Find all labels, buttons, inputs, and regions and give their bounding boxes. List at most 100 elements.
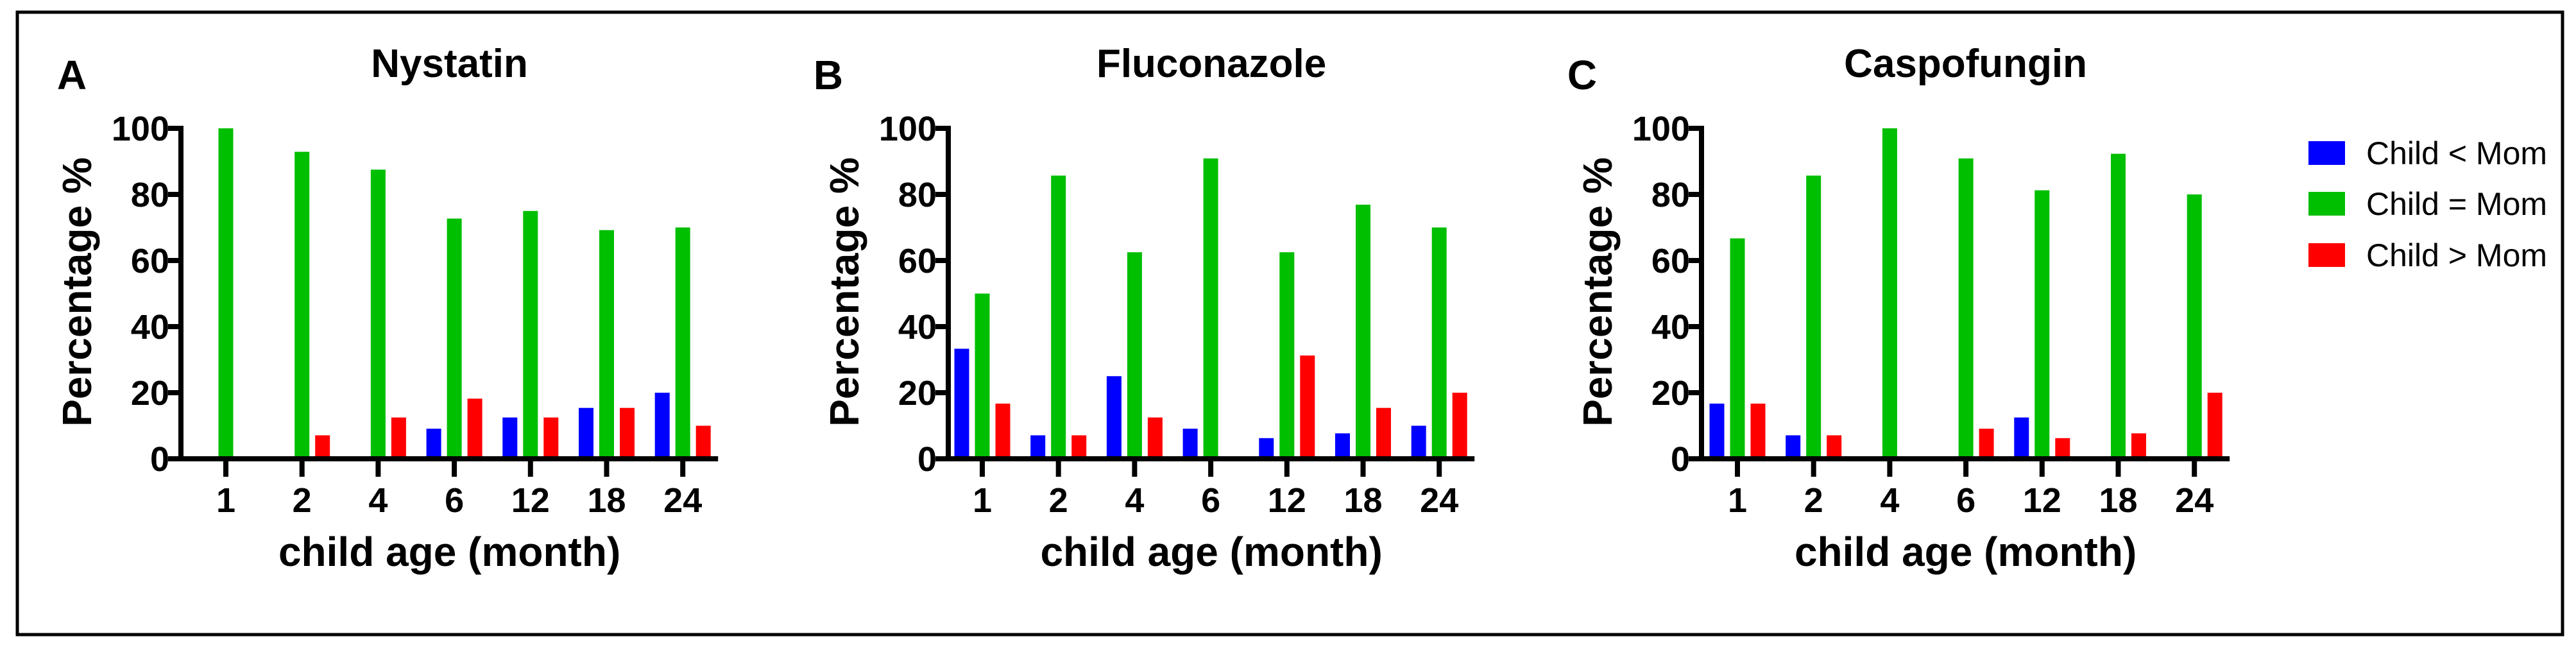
y-tick-label: 60: [131, 242, 169, 280]
bar-child-gt-mom-18: [620, 407, 635, 459]
x-tick-label: 12: [511, 481, 550, 520]
x-axis-label: child age (month): [278, 529, 620, 575]
bar-child-eq-mom-18: [599, 230, 614, 459]
bar-child-eq-mom-2: [1051, 175, 1066, 459]
bar-child-gt-mom-2: [1071, 435, 1087, 459]
chart-title: Nystatin: [371, 42, 528, 86]
bar-child-eq-mom-12: [1279, 252, 1295, 459]
x-tick-label: 24: [1420, 481, 1458, 520]
y-tick-label: 60: [898, 242, 937, 280]
bar-child-eq-mom-18: [1356, 204, 1370, 459]
x-tick-label: 4: [368, 481, 388, 520]
chart-title: Caspofungin: [1844, 42, 2087, 86]
y-tick-label: 100: [1632, 110, 1690, 148]
chart-title: Fluconazole: [1096, 42, 1326, 86]
bar-child-gt-mom-6: [467, 398, 482, 459]
bar-child-lt-mom-12: [502, 417, 518, 459]
bar-child-gt-mom-12: [2055, 438, 2070, 459]
bar-child-eq-mom-18: [2111, 153, 2126, 459]
bar-child-lt-mom-18: [1335, 433, 1350, 459]
bar-child-lt-mom-6: [426, 429, 441, 459]
bar-child-gt-mom-1: [1750, 403, 1766, 459]
bar-child-lt-mom-24: [654, 393, 670, 459]
bar-child-eq-mom-4: [370, 169, 386, 459]
y-tick-label: 40: [898, 308, 937, 346]
bar-child-eq-mom-24: [675, 227, 690, 459]
x-tick-label: 4: [1880, 481, 1899, 520]
bar-child-eq-mom-6: [447, 218, 462, 459]
y-tick-label: 0: [150, 440, 169, 479]
x-tick-label: 1: [973, 481, 992, 520]
bar-child-eq-mom-2: [1806, 175, 1821, 459]
bar-child-gt-mom-12: [543, 417, 559, 459]
bar-child-gt-mom-4: [391, 417, 406, 459]
y-tick-label: 60: [1651, 242, 1690, 280]
bar-child-eq-mom-12: [2034, 190, 2050, 459]
y-tick-label: 80: [131, 176, 169, 214]
bar-child-eq-mom-1: [218, 128, 234, 459]
y-axis-label: Percentage %: [821, 157, 867, 427]
y-tick-label: 40: [1651, 308, 1690, 346]
bar-child-lt-mom-12: [2014, 417, 2029, 459]
legend-label-child-eq-mom: Child = Mom: [2366, 186, 2547, 222]
bar-child-eq-mom-6: [1203, 158, 1218, 459]
y-tick-label: 20: [1651, 374, 1690, 413]
figure-border: [15, 10, 2564, 637]
x-tick-label: 2: [293, 481, 312, 520]
y-tick-label: 100: [879, 110, 937, 148]
bar-child-gt-mom-4: [1147, 417, 1163, 459]
bar-child-eq-mom-4: [1882, 128, 1897, 459]
bar-child-eq-mom-4: [1127, 252, 1142, 459]
bar-child-eq-mom-24: [1431, 227, 1447, 459]
bar-child-eq-mom-1: [975, 293, 990, 459]
legend-label-child-lt-mom: Child < Mom: [2366, 135, 2547, 171]
legend-swatch-child-lt-mom: [2308, 141, 2345, 165]
x-tick-label: 1: [1728, 481, 1747, 520]
bar-child-lt-mom-4: [1106, 376, 1122, 459]
y-tick-label: 40: [131, 308, 169, 346]
bar-child-lt-mom-24: [1411, 425, 1426, 459]
x-tick-label: 18: [2099, 481, 2137, 520]
x-tick-label: 4: [1125, 481, 1144, 520]
bar-child-gt-mom-18: [1376, 407, 1391, 459]
bar-child-eq-mom-2: [294, 151, 310, 459]
bar-child-lt-mom-12: [1259, 438, 1274, 459]
legend-label-child-gt-mom: Child > Mom: [2366, 237, 2547, 273]
x-axis-label: child age (month): [1040, 529, 1382, 575]
bar-child-lt-mom-2: [1030, 435, 1046, 459]
y-axis-label: Percentage %: [54, 157, 100, 427]
y-tick-label: 0: [917, 440, 937, 479]
x-tick-label: 18: [1343, 481, 1382, 520]
bar-child-gt-mom-6: [1979, 429, 1994, 459]
bar-child-gt-mom-2: [1827, 435, 1842, 459]
x-tick-label: 24: [663, 481, 702, 520]
panel-letter: A: [57, 52, 87, 98]
legend-swatch-child-gt-mom: [2308, 243, 2345, 267]
y-tick-label: 0: [1671, 440, 1690, 479]
bar-child-lt-mom-1: [954, 348, 969, 459]
bar-child-eq-mom-24: [2187, 194, 2202, 459]
legend: Child < Mom Child = Mom Child > Mom: [2308, 135, 2547, 273]
y-tick-label: 20: [131, 374, 169, 413]
bar-child-gt-mom-24: [695, 425, 711, 459]
legend-swatch-child-eq-mom: [2308, 192, 2345, 216]
bar-child-gt-mom-18: [2131, 433, 2146, 459]
x-tick-label: 12: [2023, 481, 2061, 520]
y-tick-label: 100: [112, 110, 169, 148]
panel-letter: B: [814, 52, 843, 98]
x-tick-label: 6: [445, 481, 464, 520]
bar-child-lt-mom-18: [579, 407, 593, 459]
x-tick-label: 6: [1201, 481, 1220, 520]
x-tick-label: 24: [2175, 481, 2213, 520]
panel-letter: C: [1567, 52, 1597, 98]
x-tick-label: 6: [1956, 481, 1975, 520]
bar-child-lt-mom-2: [1786, 435, 1801, 459]
y-tick-label: 20: [898, 374, 937, 413]
bar-child-eq-mom-6: [1958, 158, 1974, 459]
x-axis-label: child age (month): [1795, 529, 2137, 575]
bar-child-gt-mom-1: [995, 403, 1011, 459]
